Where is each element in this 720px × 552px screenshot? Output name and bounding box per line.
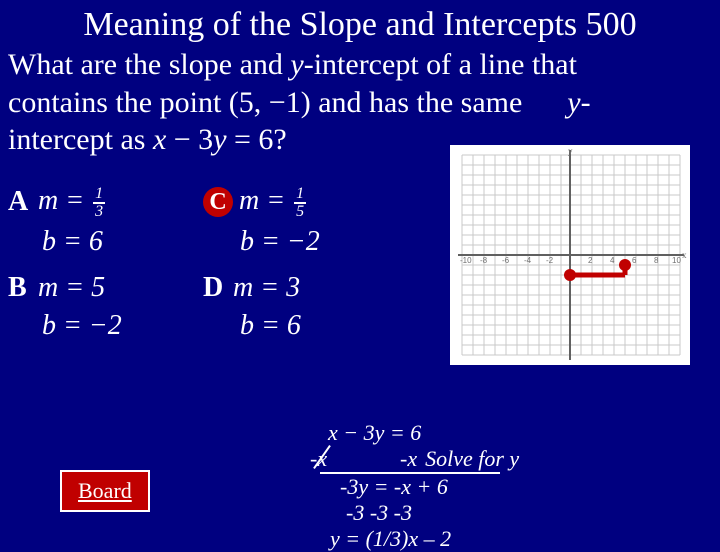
solve-line3: -3y = -x + 6 bbox=[310, 474, 519, 500]
option-a-b: b = 6 bbox=[8, 226, 206, 258]
q-var: y bbox=[290, 48, 303, 81]
svg-text:10: 10 bbox=[672, 256, 681, 265]
solve-line5: y = (1/3)x – 2 bbox=[310, 526, 519, 552]
q-text: intercept as bbox=[8, 123, 153, 156]
svg-text:4: 4 bbox=[610, 256, 615, 265]
option-b-label[interactable]: B bbox=[8, 272, 38, 304]
option-d-b: b = 6 bbox=[206, 310, 301, 342]
solution-work: x − 3y = 6 -x -x Solve for y -3y = -x + … bbox=[310, 420, 519, 552]
option-c-m: m = 15 bbox=[239, 185, 306, 220]
svg-text:-10: -10 bbox=[460, 256, 472, 265]
q-var: y bbox=[567, 86, 580, 119]
question-text: What are the slope and y-intercept of a … bbox=[0, 44, 720, 159]
q-text: - bbox=[581, 86, 591, 119]
option-d-label[interactable]: D bbox=[203, 272, 233, 304]
q-text: What are the slope and bbox=[8, 48, 290, 81]
solve-minus-x2: -x bbox=[400, 446, 417, 472]
board-button[interactable]: Board bbox=[60, 470, 150, 512]
option-a-label[interactable]: A bbox=[8, 186, 38, 218]
solve-hint: Solve for y bbox=[425, 446, 519, 472]
svg-text:2: 2 bbox=[588, 256, 593, 265]
option-c-b: b = −2 bbox=[206, 226, 320, 258]
svg-text:x: x bbox=[682, 250, 687, 260]
svg-text:-6: -6 bbox=[502, 256, 510, 265]
page-title: Meaning of the Slope and Intercepts 500 bbox=[0, 0, 720, 44]
option-b-b: b = −2 bbox=[8, 310, 206, 342]
svg-text:-8: -8 bbox=[480, 256, 488, 265]
svg-text:8: 8 bbox=[654, 256, 659, 265]
q-text: − 3 bbox=[166, 123, 213, 156]
option-b-m: m = 5 bbox=[38, 272, 105, 304]
svg-text:6: 6 bbox=[632, 256, 637, 265]
solve-line4: -3 -3 -3 bbox=[310, 500, 519, 526]
solve-line1: x − 3y = 6 bbox=[310, 420, 519, 446]
q-text: -intercept of a line that bbox=[304, 48, 577, 81]
svg-text:-2: -2 bbox=[546, 256, 554, 265]
q-var: x bbox=[153, 123, 166, 156]
svg-text:y: y bbox=[568, 146, 573, 156]
option-d-m: m = 3 bbox=[233, 272, 300, 304]
q-var: y bbox=[213, 123, 226, 156]
answer-options: A m = 13 C m = 15 b = 6 b = −2 B m = 5 D… bbox=[8, 185, 438, 342]
option-a-m: m = 13 bbox=[38, 185, 105, 220]
svg-text:-4: -4 bbox=[524, 256, 532, 265]
graph-svg: -10 -8 -6 -4 -2 2 4 6 8 10 y x bbox=[450, 145, 690, 365]
q-text: contains the point (5, −1) and has the s… bbox=[8, 86, 522, 119]
q-text: = 6? bbox=[227, 123, 287, 156]
coordinate-graph: -10 -8 -6 -4 -2 2 4 6 8 10 y x bbox=[450, 145, 690, 365]
option-c-label[interactable]: C bbox=[203, 187, 233, 217]
